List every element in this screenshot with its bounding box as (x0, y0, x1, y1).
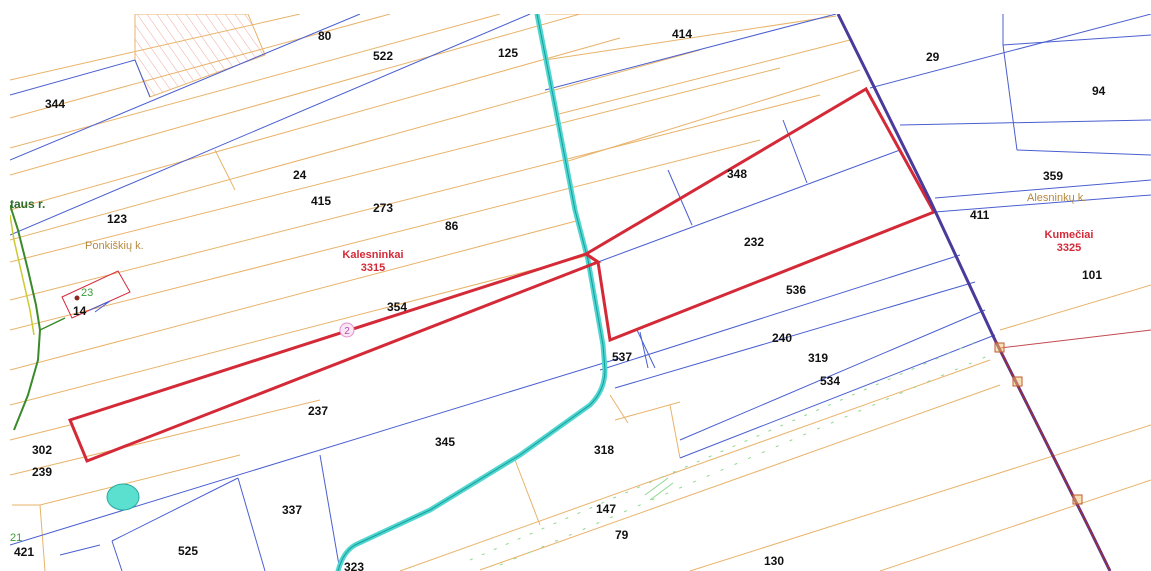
green-river-line-2 (10, 214, 35, 336)
cadastral-area-name-kumeciai: Kumečiai (1045, 229, 1094, 241)
parcel-537[interactable]: 537 (612, 350, 632, 364)
green-river-line (10, 204, 42, 431)
parcel-240[interactable]: 240 (772, 331, 792, 345)
parcel-29[interactable]: 29 (926, 50, 940, 64)
green-stream-branch (39, 317, 66, 331)
cadastral-area-code-kumeciai: 3325 (1057, 242, 1081, 254)
contour-lines (10, 14, 1151, 571)
boundary-marker (1072, 494, 1083, 505)
parcel-345[interactable]: 345 (435, 435, 455, 449)
parcel-273[interactable]: 273 (373, 201, 393, 215)
parcel-525[interactable]: 525 (178, 544, 198, 558)
parcel-147[interactable]: 147 (596, 502, 616, 516)
parcel-79[interactable]: 79 (615, 528, 629, 542)
homestead-point (74, 295, 80, 301)
place-label-alesninku: Alesninkų k. (1027, 192, 1086, 204)
parcel-130[interactable]: 130 (764, 554, 784, 568)
parcel-337[interactable]: 337 (282, 503, 302, 517)
circle-marker (339, 322, 355, 338)
cadastral-area-code-kalesninkai: 3315 (361, 262, 385, 274)
parcel-boundaries (10, 14, 1151, 571)
parcel-24[interactable]: 24 (293, 168, 307, 182)
green-cross-markers (469, 339, 991, 566)
parcel-101[interactable]: 101 (1082, 268, 1102, 282)
parcel-125[interactable]: 125 (498, 46, 518, 60)
parcel-522[interactable]: 522 (373, 49, 393, 63)
parcel-237[interactable]: 237 (308, 404, 328, 418)
parcel-421[interactable]: 421 (14, 545, 34, 559)
parcel-348[interactable]: 348 (727, 167, 747, 181)
parcel-534[interactable]: 534 (820, 374, 840, 388)
cadastral-area-name-kalesninkai: Kalesninkai (342, 249, 403, 261)
green-label-23: 23 (81, 287, 93, 299)
parcel-86[interactable]: 86 (445, 219, 459, 233)
parcel-354[interactable]: 354 (387, 300, 407, 314)
highlighted-parcel-east-inner (589, 261, 599, 266)
pond (106, 483, 140, 511)
place-label-ponkiskiu: Ponkiškių k. (85, 240, 144, 252)
parcel-318[interactable]: 318 (594, 443, 614, 457)
boundary-marker (1012, 376, 1023, 387)
parcel-411[interactable]: 411 (970, 208, 990, 222)
boundary-marker (994, 342, 1005, 353)
road-centerline (337, 14, 606, 571)
parcel-80[interactable]: 80 (318, 29, 332, 43)
homestead-parcel (61, 270, 131, 319)
circle-marker-label: 2 (344, 326, 350, 337)
boundary-branch (999, 329, 1151, 349)
parcel-302[interactable]: 302 (32, 443, 52, 457)
parcel-labels: 344 80 522 125 414 29 94 24 415 273 86 1… (14, 27, 1106, 571)
parcel-123[interactable]: 123 (107, 212, 127, 226)
highlighted-parcel-east[interactable] (583, 86, 937, 343)
parcel-414[interactable]: 414 (672, 27, 692, 41)
parcel-536[interactable]: 536 (786, 283, 806, 297)
green-label-21: 21 (10, 532, 22, 544)
parcel-94[interactable]: 94 (1092, 84, 1106, 98)
parcel-359[interactable]: 359 (1043, 169, 1063, 183)
homestead-inner-line (89, 300, 111, 313)
parcel-14[interactable]: 14 (73, 304, 87, 318)
parcel-232[interactable]: 232 (744, 235, 764, 249)
parcel-239[interactable]: 239 (32, 465, 52, 479)
parcel-323[interactable]: 323 (344, 560, 364, 571)
parcel-415[interactable]: 415 (311, 194, 331, 208)
parcel-319[interactable]: 319 (808, 351, 828, 365)
parcel-344[interactable]: 344 (45, 97, 65, 111)
river-label: taus r. (10, 197, 45, 211)
